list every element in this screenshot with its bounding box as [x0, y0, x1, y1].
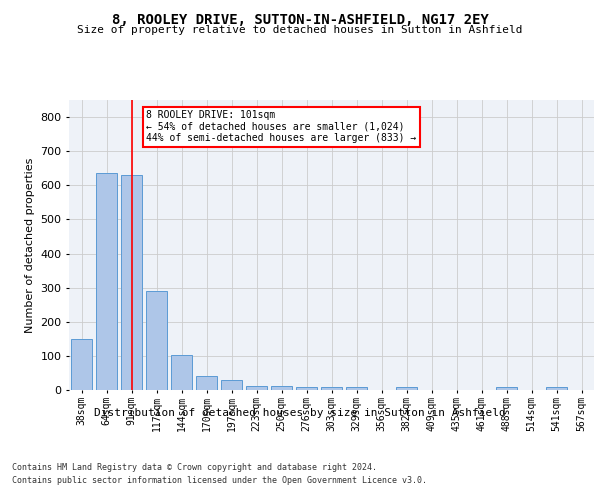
Bar: [121, 175, 142, 390]
Bar: [146, 291, 167, 390]
Text: 8, ROOLEY DRIVE, SUTTON-IN-ASHFIELD, NG17 2EY: 8, ROOLEY DRIVE, SUTTON-IN-ASHFIELD, NG1…: [112, 12, 488, 26]
Bar: [321, 387, 342, 390]
Text: Contains public sector information licensed under the Open Government Licence v3: Contains public sector information licen…: [12, 476, 427, 485]
Bar: [296, 386, 317, 390]
Text: Size of property relative to detached houses in Sutton in Ashfield: Size of property relative to detached ho…: [77, 25, 523, 35]
Bar: [346, 387, 367, 390]
Text: 8 ROOLEY DRIVE: 101sqm
← 54% of detached houses are smaller (1,024)
44% of semi-: 8 ROOLEY DRIVE: 101sqm ← 54% of detached…: [146, 110, 417, 144]
Bar: [196, 376, 217, 390]
Bar: [546, 388, 567, 390]
Y-axis label: Number of detached properties: Number of detached properties: [25, 158, 35, 332]
Bar: [246, 386, 267, 390]
Bar: [271, 386, 292, 390]
Bar: [221, 380, 242, 390]
Bar: [96, 174, 117, 390]
Bar: [496, 388, 517, 390]
Text: Distribution of detached houses by size in Sutton in Ashfield: Distribution of detached houses by size …: [94, 408, 506, 418]
Text: Contains HM Land Registry data © Crown copyright and database right 2024.: Contains HM Land Registry data © Crown c…: [12, 462, 377, 471]
Bar: [396, 388, 417, 390]
Bar: [71, 339, 92, 390]
Bar: [171, 355, 192, 390]
